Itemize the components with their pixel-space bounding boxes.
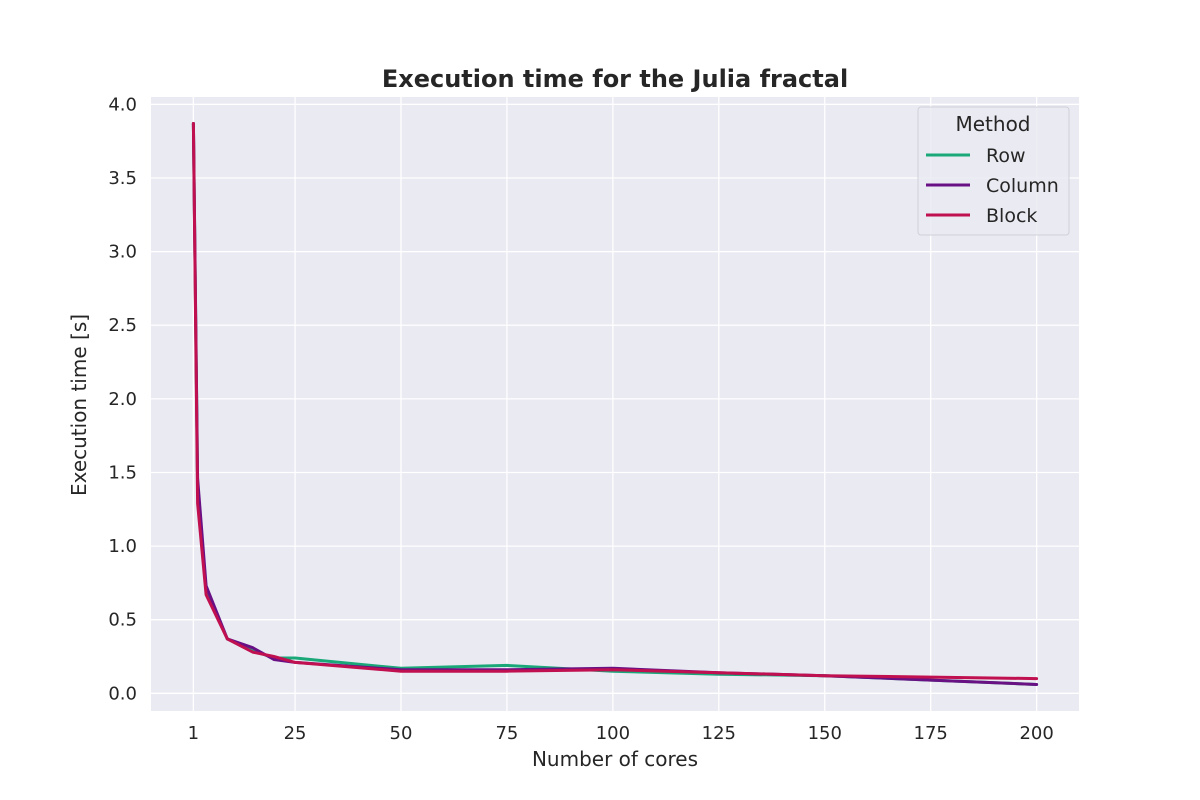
y-tick-label: 1.5	[108, 462, 137, 483]
series-line-block	[191, 122, 1039, 681]
y-axis-ticks: 0.0 0.5 1.0 1.5 2.0 2.5 3.0 3.5 4.0	[108, 94, 137, 704]
x-tick-label: 50	[390, 723, 413, 744]
x-tick-label: 25	[284, 723, 307, 744]
legend-label-row: Row	[986, 145, 1026, 167]
series-lines	[191, 122, 1039, 686]
y-tick-label: 0.0	[108, 683, 137, 704]
legend: Method Row Column Block	[917, 106, 1070, 236]
x-tick-label: 125	[702, 723, 736, 744]
x-tick-label: 100	[596, 723, 630, 744]
legend-items: Row Column Block	[926, 145, 1059, 227]
x-tick-label: 175	[914, 723, 948, 744]
chart-title: Execution time for the Julia fractal	[382, 65, 848, 93]
x-tick-label: 1	[188, 723, 199, 744]
x-tick-label: 75	[495, 723, 518, 744]
legend-label-block: Block	[986, 205, 1037, 227]
x-axis-label: Number of cores	[532, 747, 698, 771]
y-tick-label: 4.0	[108, 94, 137, 115]
y-tick-label: 2.0	[108, 389, 137, 410]
legend-title: Method	[955, 112, 1030, 136]
y-tick-label: 3.0	[108, 242, 137, 263]
legend-label-column: Column	[986, 175, 1059, 197]
y-axis-label: Execution time [s]	[67, 314, 91, 496]
x-axis-ticks: 1 25 50 75 100 125 150 175 200	[188, 723, 1054, 744]
y-tick-label: 3.5	[108, 168, 137, 189]
y-tick-label: 0.5	[108, 610, 137, 631]
x-tick-label: 200	[1019, 723, 1053, 744]
y-tick-label: 2.5	[108, 315, 137, 336]
y-tick-label: 1.0	[108, 536, 137, 557]
legend-box	[917, 106, 1070, 236]
x-tick-label: 150	[808, 723, 842, 744]
